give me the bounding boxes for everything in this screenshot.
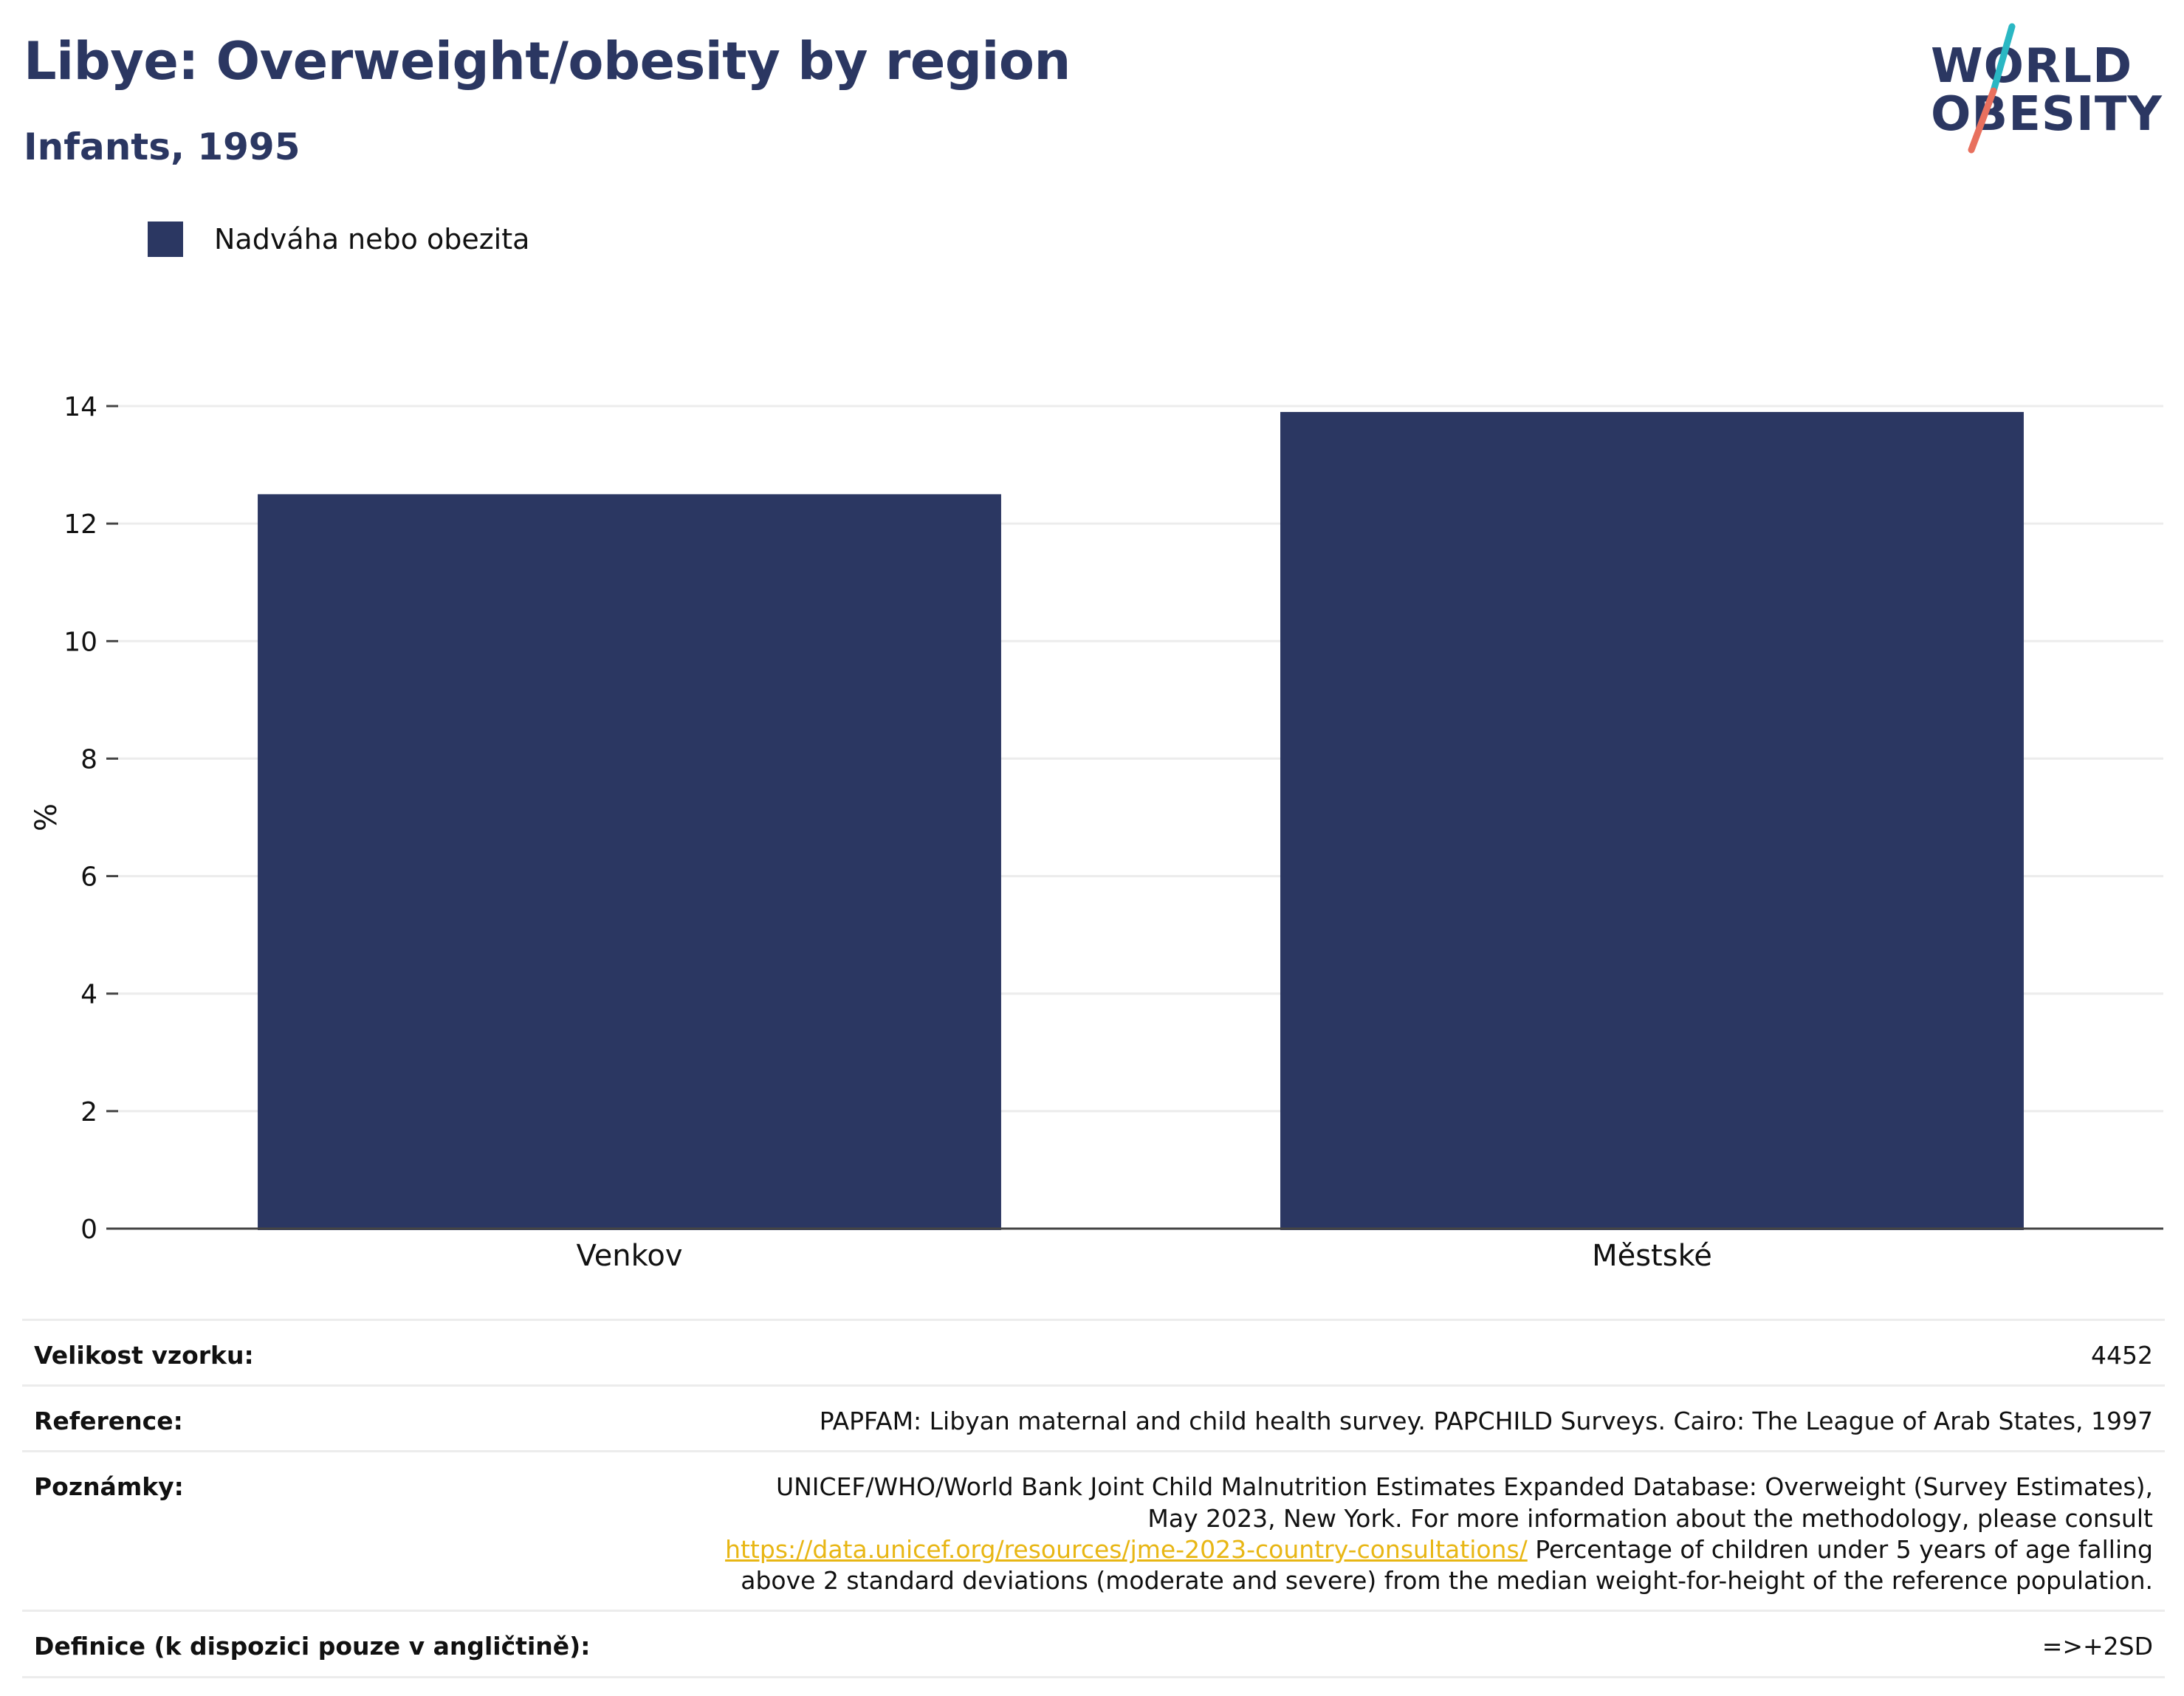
metadata-table: Velikost vzorku: 4452 Reference: PAPFAM:… xyxy=(22,1318,2165,1678)
y-tick-label: 0 xyxy=(80,1215,97,1245)
world-obesity-logo: WORLD OBESITY xyxy=(1912,21,2171,161)
x-tick-label: Městské xyxy=(1592,1239,1712,1273)
meta-label: Definice (k dispozici pouze v angličtině… xyxy=(22,1610,710,1678)
meta-row-notes: Poznámky: UNICEF/WHO/World Bank Joint Ch… xyxy=(22,1450,2165,1611)
logo-line-2: OBESITY xyxy=(1931,87,2163,142)
y-axis-label: % xyxy=(30,803,63,831)
y-tick-label: 4 xyxy=(80,980,97,1010)
meta-label: Velikost vzorku: xyxy=(22,1318,710,1386)
meta-label: Poznámky: xyxy=(22,1450,710,1611)
meta-label: Reference: xyxy=(22,1384,710,1452)
y-tick-label: 10 xyxy=(63,627,97,657)
meta-value: UNICEF/WHO/World Bank Joint Child Malnut… xyxy=(710,1450,2165,1611)
notes-text-before: UNICEF/WHO/World Bank Joint Child Malnut… xyxy=(775,1472,2153,1533)
y-tick-label: 2 xyxy=(80,1097,97,1127)
meta-row-definition: Definice (k dispozici pouze v angličtině… xyxy=(22,1610,2165,1678)
bar-mestske xyxy=(1280,411,2024,1230)
meta-row-reference: Reference: PAPFAM: Libyan maternal and c… xyxy=(22,1384,2165,1452)
meta-value: =>+2SD xyxy=(710,1610,2165,1678)
page-subtitle: Infants, 1995 xyxy=(24,126,301,168)
logo-slash-icon xyxy=(1968,23,2016,154)
page-title: Libye: Overweight/obesity by region xyxy=(24,31,1071,92)
meta-value: 4452 xyxy=(710,1318,2165,1386)
bar-chart: 0 2 4 6 8 10 12 14% Venkov Městské xyxy=(30,392,2163,1273)
legend-label: Nadváha nebo obezita xyxy=(214,223,530,255)
meta-row-sample-size: Velikost vzorku: 4452 xyxy=(22,1318,2165,1386)
logo-line-1: WORLD xyxy=(1931,39,2133,94)
methodology-link[interactable]: https://data.unicef.org/resources/jme-20… xyxy=(725,1534,1528,1564)
notes-text-after: Percentage of children under 5 years of … xyxy=(741,1534,2153,1596)
y-tick-label: 12 xyxy=(63,509,97,540)
y-tick-label: 8 xyxy=(80,744,97,775)
x-tick-label: Venkov xyxy=(576,1239,682,1273)
y-tick-label: 14 xyxy=(63,392,97,422)
bar-venkov xyxy=(258,494,1001,1230)
y-tick-label: 6 xyxy=(80,862,97,893)
meta-value: PAPFAM: Libyan maternal and child health… xyxy=(710,1384,2165,1452)
legend-swatch xyxy=(148,222,183,257)
chart-legend: Nadváha nebo obezita xyxy=(148,220,529,258)
